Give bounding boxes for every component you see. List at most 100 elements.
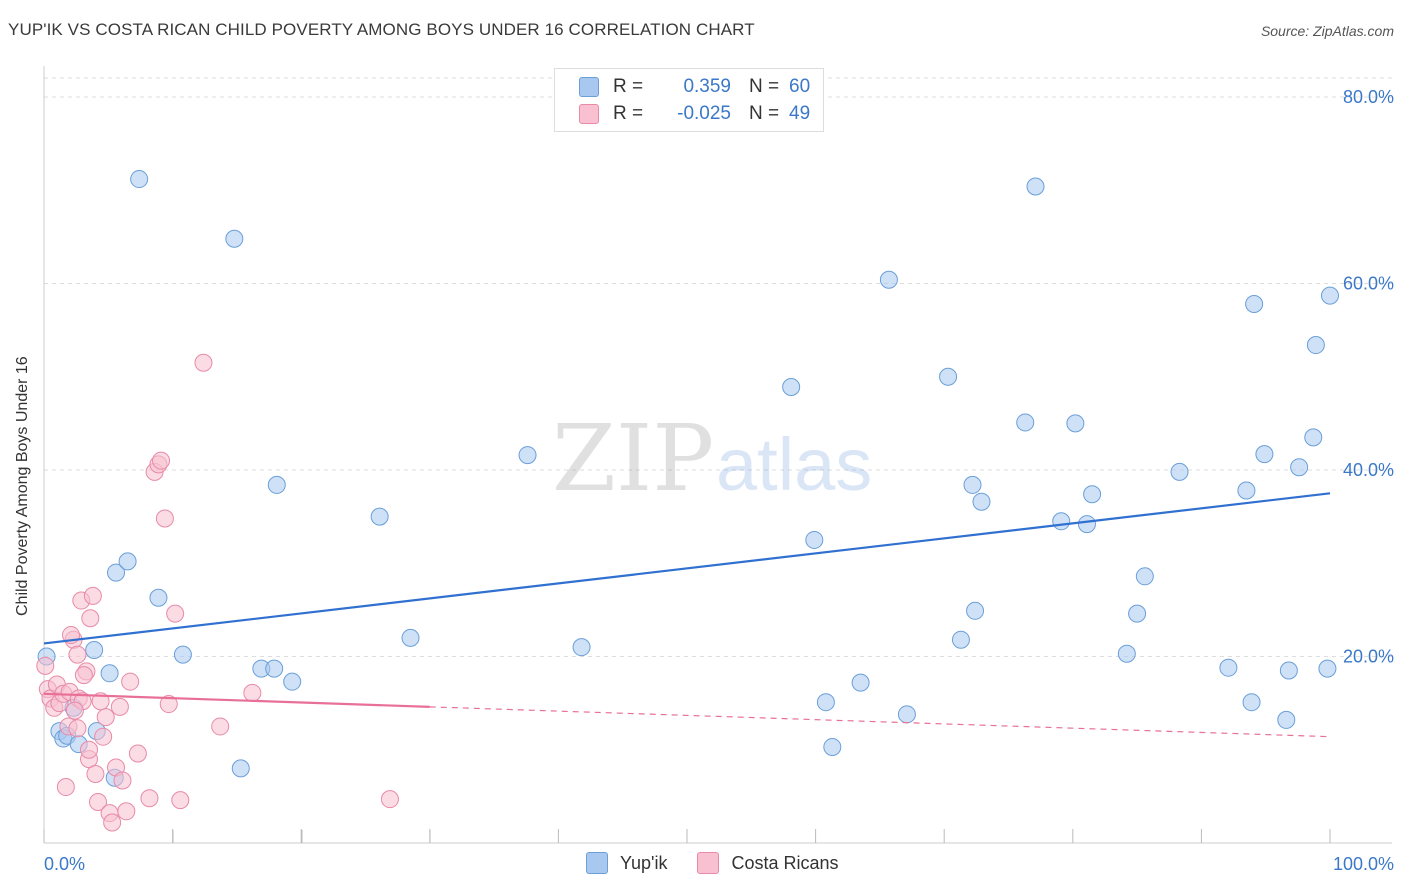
point-yupik <box>265 659 284 678</box>
point-costa-ricans <box>110 697 129 716</box>
legend-swatch-yupik <box>579 77 599 97</box>
point-costa-ricans <box>74 666 93 685</box>
point-costa-ricans <box>171 791 190 810</box>
y-axis-label: Child Poverty Among Boys Under 16 <box>14 356 31 616</box>
point-yupik <box>1077 515 1096 534</box>
point-yupik <box>1277 710 1296 729</box>
point-yupik <box>1321 286 1339 305</box>
point-yupik <box>823 737 842 756</box>
point-yupik <box>851 673 870 692</box>
point-costa-ricans <box>56 778 75 797</box>
point-costa-ricans <box>211 717 230 736</box>
point-costa-ricans <box>68 645 87 664</box>
point-yupik <box>118 552 137 571</box>
source-label: Source: ZipAtlas.com <box>1260 23 1394 39</box>
point-yupik <box>963 475 982 494</box>
legend-row-yupik: R = 0.359 N = 60 <box>579 75 810 99</box>
point-yupik <box>225 229 244 248</box>
point-yupik <box>107 563 126 582</box>
point-yupik <box>939 367 958 386</box>
point-costa-ricans <box>117 802 136 821</box>
point-costa-ricans <box>194 353 213 372</box>
point-costa-ricans <box>68 719 87 738</box>
point-yupik <box>283 672 302 691</box>
bottom-legend-swatch-costa-ricans <box>697 852 720 874</box>
point-yupik <box>1083 485 1102 504</box>
point-yupik <box>518 446 537 465</box>
y-tick-label: 40.0% <box>1343 460 1394 480</box>
point-yupik <box>1016 413 1035 432</box>
bottom-legend-costa-ricans: Costa Ricans <box>697 852 839 874</box>
point-yupik <box>1290 458 1309 477</box>
legend-r-value: 0.359 <box>683 76 731 97</box>
point-costa-ricans <box>380 790 399 809</box>
x-tick-label: 100.0% <box>1333 854 1394 874</box>
point-yupik <box>1255 445 1274 464</box>
gridlines <box>44 77 1392 657</box>
trend-line-yupik <box>43 492 1331 645</box>
trend-line-costa-ricans-extension <box>429 706 1331 738</box>
point-costa-ricans <box>65 701 84 720</box>
y-tick-label: 80.0% <box>1343 87 1394 107</box>
legend-r-value: -0.025 <box>677 103 731 124</box>
bottom-legend-yupik: Yup'ik <box>586 852 667 874</box>
point-yupik <box>972 492 991 511</box>
trend-line-costa-ricans <box>43 692 430 708</box>
point-costa-ricans <box>96 708 115 727</box>
watermark-zip: ZIP <box>552 405 714 512</box>
axes <box>43 66 1392 844</box>
x-tick-label: 0.0% <box>44 854 85 874</box>
legend-row-costa-ricans: R = -0.025 N = 49 <box>579 102 810 126</box>
point-costa-ricans <box>36 656 55 675</box>
bottom-legend-label-costa-ricans: Costa Ricans <box>731 852 839 873</box>
point-costa-ricans <box>80 740 99 759</box>
point-yupik <box>1066 414 1085 433</box>
point-yupik <box>1237 481 1256 500</box>
point-yupik <box>401 628 420 647</box>
bottom-legend-label-yupik: Yup'ik <box>620 852 668 873</box>
point-costa-ricans <box>113 771 132 790</box>
point-yupik <box>1128 604 1147 623</box>
point-yupik <box>370 507 389 526</box>
watermark-atlas: atlas <box>716 423 872 506</box>
point-yupik <box>1242 693 1261 712</box>
legend-n-label: N = <box>749 76 780 97</box>
point-yupik <box>149 588 168 607</box>
point-yupik <box>1170 462 1189 481</box>
point-costa-ricans <box>152 451 171 470</box>
point-yupik <box>897 705 916 724</box>
point-yupik <box>1026 177 1045 196</box>
point-costa-ricans <box>103 813 122 832</box>
point-yupik <box>1245 295 1264 314</box>
legend: R = 0.359 N = 60 R = -0.025 N = 49 <box>554 68 824 132</box>
legend-n-value: 60 <box>789 76 811 97</box>
y-tick-label: 60.0% <box>1343 274 1394 294</box>
point-yupik <box>1052 512 1071 531</box>
point-costa-ricans <box>243 683 262 702</box>
point-costa-ricans <box>121 672 140 691</box>
point-costa-ricans <box>83 586 102 605</box>
point-yupik <box>879 270 898 289</box>
point-costa-ricans <box>94 727 113 746</box>
point-yupik <box>782 378 801 397</box>
point-yupik <box>85 640 104 659</box>
point-costa-ricans <box>140 789 159 808</box>
point-yupik <box>1306 336 1325 355</box>
point-yupik <box>572 638 591 657</box>
point-yupik <box>1318 659 1337 678</box>
point-yupik <box>100 664 119 683</box>
point-costa-ricans <box>91 692 110 711</box>
point-yupik <box>816 693 835 712</box>
point-yupik <box>1304 428 1323 447</box>
point-yupik <box>1279 661 1298 680</box>
tick-labels: 20.0% 40.0% 60.0% 80.0% 0.0% 100.0% <box>44 87 1394 874</box>
legend-r-label: R = <box>613 76 644 97</box>
points <box>36 170 1339 832</box>
chart-title: YUP'IK VS COSTA RICAN CHILD POVERTY AMON… <box>8 20 755 39</box>
bottom-legend: Yup'ik Costa Ricans <box>586 852 869 874</box>
point-yupik <box>951 630 970 649</box>
legend-r-label: R = <box>613 103 644 124</box>
point-costa-ricans <box>159 695 178 714</box>
watermark: ZIP atlas <box>552 405 872 512</box>
point-costa-ricans <box>128 744 147 763</box>
